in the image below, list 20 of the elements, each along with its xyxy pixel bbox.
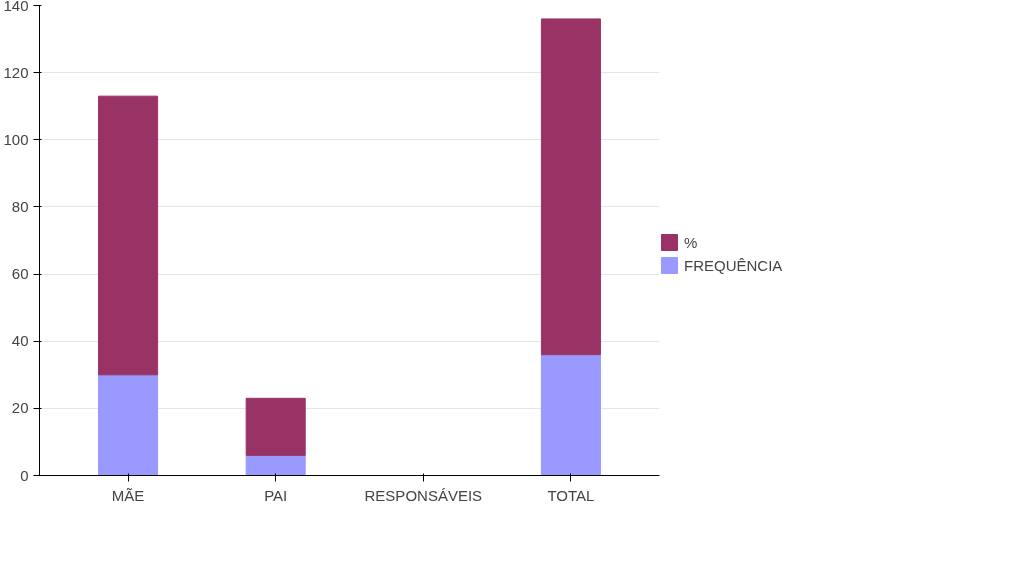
bar <box>245 454 306 476</box>
x-tick-label: RESPONSÁVEIS <box>364 486 483 504</box>
y-tick-label: 60 <box>11 265 29 283</box>
y-tick-label: 80 <box>11 197 29 215</box>
x-tick-label: MÃE <box>111 486 145 504</box>
legend-label: % <box>684 233 699 251</box>
x-tick-label: PAI <box>264 486 288 504</box>
bar <box>98 374 159 476</box>
y-tick-label: 20 <box>11 399 29 417</box>
bar <box>245 397 306 456</box>
bar <box>98 95 159 376</box>
x-tick-label: TOTAL <box>547 486 595 504</box>
y-tick-label: 0 <box>20 466 29 484</box>
y-tick-label: 140 <box>3 0 29 14</box>
y-tick-label: 40 <box>11 332 29 350</box>
bar <box>540 354 601 476</box>
legend-label: FREQUÊNCIA <box>684 256 783 274</box>
y-tick-label: 100 <box>3 130 29 148</box>
y-tick-label: 120 <box>3 63 29 81</box>
bar <box>540 18 601 356</box>
